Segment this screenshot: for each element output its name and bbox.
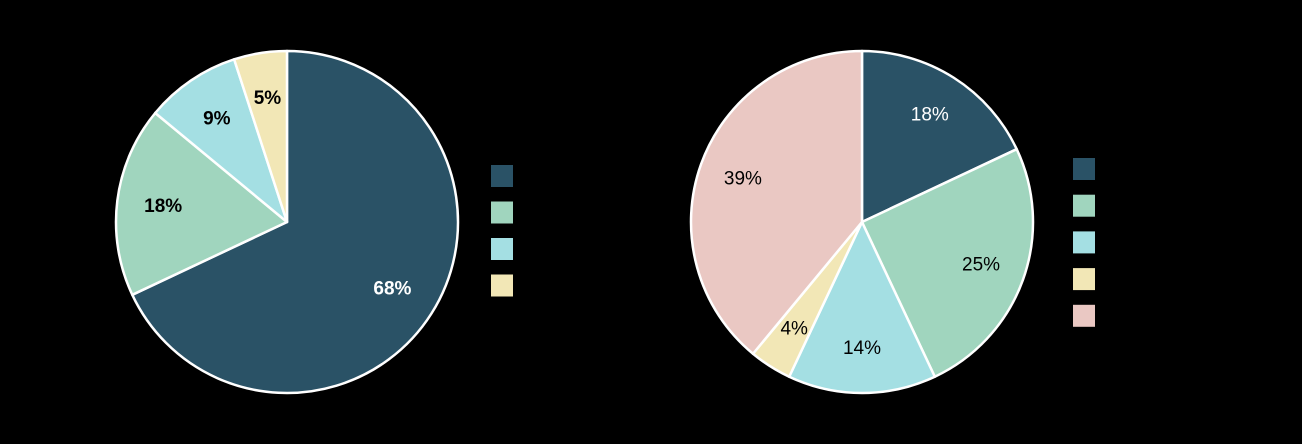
slice-label-1-3: 4%: [780, 318, 808, 339]
pie-slice-0-0: [131, 49, 460, 395]
slice-label-0-0: 68%: [373, 278, 411, 299]
pie-slice-1-1: [860, 147, 1035, 378]
slice-label-0-1: 18%: [144, 196, 182, 217]
pie-slice-1-4: [689, 49, 864, 356]
slice-label-1-1: 25%: [962, 254, 1000, 275]
legend-label-1-3: between 200 - 500: [1103, 269, 1260, 290]
pie-chart-left: 68% 18% 9% 5%: [114, 49, 460, 395]
legend-swatch-1-2: [1073, 231, 1095, 254]
pie-slice-1-2: [787, 220, 937, 395]
slice-label-0-2: 9%: [203, 108, 231, 129]
legend-swatch-0-0: [491, 165, 513, 187]
legend-swatch-0-1: [491, 201, 513, 224]
legend-label-1-2: between 100 - 200: [1103, 232, 1260, 253]
slice-label-1-0: 18%: [911, 105, 949, 126]
legend-left: [491, 165, 513, 297]
pie-slice-0-2: [153, 58, 289, 224]
slice-label-1-2: 14%: [843, 338, 881, 359]
slice-label-1-4: 39%: [724, 169, 762, 190]
legend-label-1-4: more than 500: [1103, 305, 1226, 326]
legend-swatch-1-4: [1073, 304, 1095, 327]
legend-swatch-0-2: [491, 238, 513, 260]
legend-swatch-1-3: [1073, 268, 1095, 291]
pie-slice-1-0: [860, 49, 1018, 224]
pie-slice-0-1: [114, 111, 289, 297]
pie-chart-right: 18% 25% 14% 4% 39%: [689, 49, 1035, 395]
slice-label-0-3: 5%: [254, 88, 282, 109]
legend-swatch-0-3: [491, 274, 513, 297]
pie-slice-0-3: [232, 49, 289, 224]
legend-swatch-1-1: [1073, 194, 1095, 217]
legend-label-1-1: between 25 - 100: [1103, 195, 1250, 216]
legend-right: between 25 - 100 between 100 - 200 between…: [1073, 158, 1260, 327]
legend-swatch-1-0: [1073, 158, 1095, 180]
